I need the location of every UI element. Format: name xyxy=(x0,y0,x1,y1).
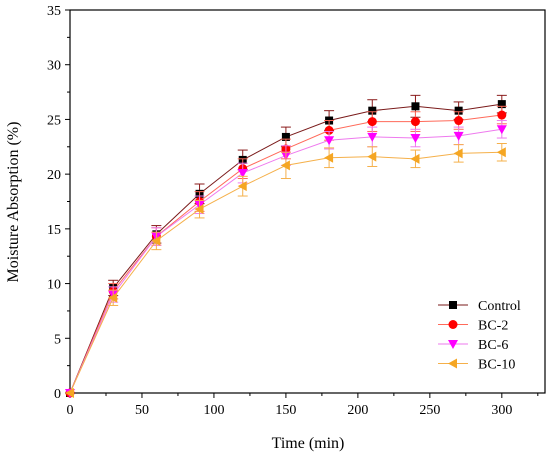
data-point xyxy=(453,148,463,159)
data-point xyxy=(324,152,334,163)
y-tick-label: 35 xyxy=(47,4,61,19)
data-point xyxy=(280,160,290,171)
y-tick-label: 10 xyxy=(47,278,61,293)
data-point xyxy=(496,147,506,158)
data-point xyxy=(324,136,335,146)
series-bc-10 xyxy=(65,143,507,398)
legend-marker xyxy=(449,301,457,309)
legend: Control BC-2 BC-6 BC-10 xyxy=(438,299,521,373)
x-axis-title: Time (min) xyxy=(272,435,345,452)
data-point xyxy=(324,125,334,135)
y-tick-label: 30 xyxy=(47,59,61,74)
data-point xyxy=(496,125,507,135)
x-tick-label: 300 xyxy=(491,403,512,418)
plot-frame xyxy=(69,9,546,394)
data-point xyxy=(281,132,290,141)
x-tick-label: 200 xyxy=(347,403,368,418)
series-line xyxy=(69,151,502,394)
y-tick-label: 15 xyxy=(47,223,61,238)
legend-label: Control xyxy=(478,299,521,314)
legend-item-bc-10: BC-10 xyxy=(438,358,515,373)
data-point xyxy=(410,117,420,127)
x-tick-label: 150 xyxy=(275,403,296,418)
y-axis-title: Moisture Absorption (%) xyxy=(5,122,22,283)
data-point xyxy=(194,204,204,215)
data-point xyxy=(237,181,247,192)
plot-border xyxy=(69,9,546,394)
legend-label: BC-2 xyxy=(478,319,508,334)
legend-marker xyxy=(448,340,458,349)
x-tick-label: 100 xyxy=(203,403,224,418)
data-point xyxy=(454,116,464,126)
legend-item-control: Control xyxy=(438,299,521,314)
y-tick-label: 0 xyxy=(54,387,61,402)
data-point xyxy=(367,132,378,142)
data-point xyxy=(368,106,377,115)
legend-marker xyxy=(448,320,458,329)
y-tick-label: 20 xyxy=(47,168,61,183)
x-axis: 0 50 100 150 200 250 300 xyxy=(67,393,539,418)
y-tick-label: 5 xyxy=(54,332,61,347)
series-layer xyxy=(65,94,507,398)
data-point xyxy=(410,134,421,144)
data-point xyxy=(108,292,118,303)
data-point xyxy=(151,235,161,246)
data-point xyxy=(65,388,74,398)
x-tick-label: 250 xyxy=(419,403,440,418)
y-axis: 0 5 10 15 20 25 30 35 xyxy=(47,4,70,402)
data-point xyxy=(410,153,420,164)
data-point xyxy=(367,151,377,162)
y-tick-label: 25 xyxy=(47,113,61,128)
legend-label: BC-10 xyxy=(478,358,515,373)
legend-marker xyxy=(448,358,457,369)
data-point xyxy=(411,102,420,111)
data-point xyxy=(453,131,464,141)
data-point xyxy=(237,169,248,179)
data-point xyxy=(454,106,463,115)
data-point xyxy=(367,117,377,127)
data-point xyxy=(497,110,507,120)
legend-item-bc-6: BC-6 xyxy=(438,338,508,353)
legend-item-bc-2: BC-2 xyxy=(438,319,508,334)
data-point xyxy=(497,100,506,109)
x-tick-label: 0 xyxy=(67,403,74,418)
x-tick-label: 50 xyxy=(135,403,149,418)
legend-label: BC-6 xyxy=(478,338,508,353)
